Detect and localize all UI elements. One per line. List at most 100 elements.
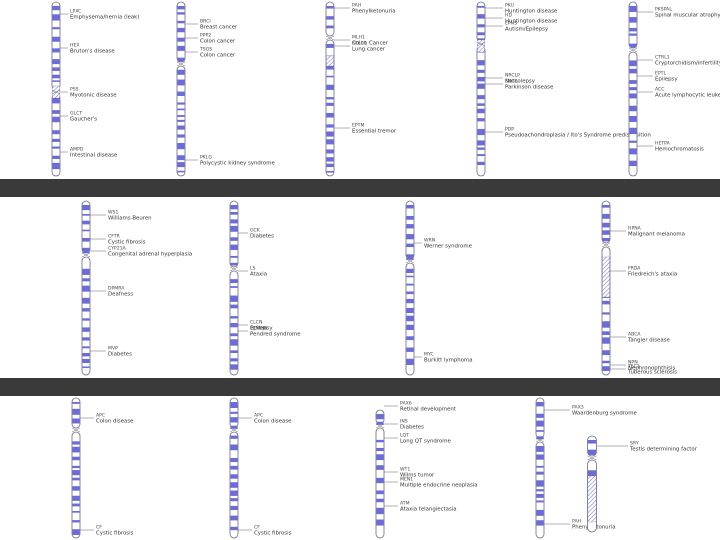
chromosome-band (72, 408, 80, 415)
chromosome-band (326, 25, 334, 29)
chromosome-band (602, 321, 610, 328)
chromosome-band (536, 493, 544, 498)
chromosome-band (82, 297, 90, 304)
disease-label: Colon disease (254, 419, 292, 425)
chromosome-p-arm (628, 1, 638, 49)
chromosome-band (72, 486, 80, 491)
chromosome-band (52, 6, 60, 11)
chromosome-band (536, 520, 544, 526)
chromosome-band (230, 279, 238, 284)
chromosome-band (52, 138, 60, 142)
gene-label: CF (254, 525, 260, 531)
chromosome-band (629, 68, 637, 74)
chromosome-band (326, 16, 334, 20)
chromosome-band (376, 421, 384, 425)
gene-label: PAX3 (572, 405, 584, 411)
chromosome-band (82, 327, 90, 332)
chromosome-band (230, 465, 238, 470)
gene-label: NPN (628, 360, 638, 366)
disease-label: Colon Cancer (352, 41, 389, 47)
disease-label: Hemochromatosis (655, 147, 704, 153)
chromosome-band (177, 27, 185, 33)
chromosome-band (52, 67, 60, 71)
disease-label: Phenylketonuria (352, 9, 396, 15)
disease-label: Long QT syndrome (400, 439, 451, 445)
chromosome-band (82, 318, 90, 321)
chromosome-band (177, 134, 185, 138)
disease-label: Diabetes (250, 234, 274, 240)
chromosome-band (230, 505, 238, 511)
disease-label: Malignant melanoma (628, 232, 685, 238)
gene-label: CLCN (250, 320, 262, 326)
chromosome-band (406, 205, 414, 209)
panel-row-2: WS1 Williams-Beuren CFTR Cystic fibrosis CYP… (0, 197, 720, 378)
chromosome-band (230, 350, 238, 353)
chromosome-band (326, 6, 334, 9)
chromosome-band (602, 222, 610, 228)
disease-label: Cystic fibrosis (254, 531, 292, 537)
disease-label: Parkinson disease (505, 85, 554, 91)
gene-label: APC (254, 413, 263, 419)
chromosome-band (52, 146, 60, 149)
chromosome-band (326, 163, 334, 168)
chromosome-band (72, 520, 80, 523)
chromosome-band (406, 254, 414, 260)
disease-label: Burkitt lymphoma (424, 358, 473, 364)
chromosome-band (536, 402, 544, 407)
chromosome-band (230, 339, 238, 346)
chromosome-band (177, 142, 185, 150)
chromosome-band (82, 337, 90, 341)
chromosome-band (177, 125, 185, 130)
gene-label: TSGS (199, 47, 212, 53)
chromosome-band (52, 14, 60, 21)
chromosome-band (376, 447, 384, 452)
chromosome-band (177, 12, 185, 15)
chromosome-band (326, 64, 334, 70)
chromosome-band (406, 298, 414, 304)
chromosome-band (52, 27, 60, 30)
chromosome-band (406, 268, 414, 274)
chromosome-band (587, 440, 597, 444)
centromere (176, 61, 186, 67)
chromosome-band (230, 435, 238, 439)
chromosome-band (629, 93, 637, 99)
chromosome-band (72, 446, 80, 453)
hatched-region (477, 39, 485, 53)
gene-label: PENDIN (250, 326, 267, 332)
chromosome-band (72, 529, 80, 535)
gene-label: ATM (400, 501, 410, 507)
chromosome-band (376, 490, 384, 495)
gene-label: EPTM (352, 123, 364, 129)
gene-label: APC (96, 413, 105, 419)
chromosome-band (477, 108, 485, 114)
chromosome-band (230, 211, 238, 215)
chromosome-band (82, 278, 90, 282)
chromosome-band (52, 162, 60, 170)
disease-label: Colon disease (96, 419, 134, 425)
chromosome-band (376, 465, 384, 470)
chromosome-band (406, 324, 414, 330)
chromosome-band (52, 74, 60, 79)
gene-label: PKLG (200, 155, 212, 161)
chromosome-band (326, 157, 334, 162)
gene-label: HEX (70, 43, 80, 49)
chromosome-band (230, 262, 238, 266)
chromosome-band (177, 119, 185, 122)
chromosome-band (477, 14, 485, 19)
chromosome-band (477, 76, 485, 82)
chromosome-band (82, 205, 90, 211)
chromosome-band (406, 315, 414, 322)
chromosome-band (72, 465, 80, 469)
disease-label: Essential tremor (352, 129, 397, 135)
chromosome-band (72, 477, 80, 481)
gene-label: EPNS (505, 21, 517, 27)
chromosome-band (602, 237, 610, 242)
centromere (628, 47, 638, 53)
chromosome-band (406, 224, 414, 229)
chromosome-band (587, 470, 597, 477)
